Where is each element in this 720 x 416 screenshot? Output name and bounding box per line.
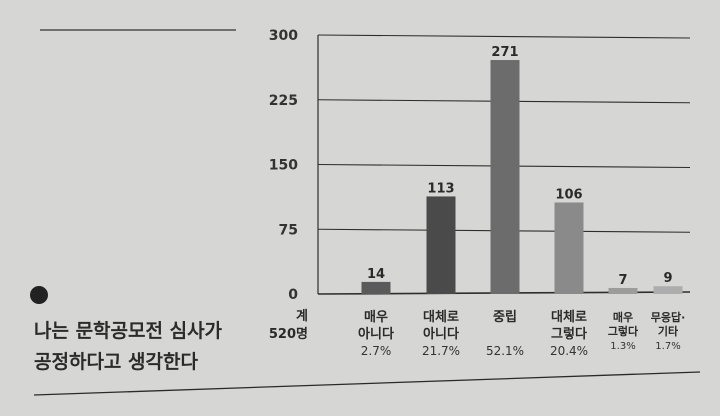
chart-title-line-1: 나는 문학공모전 심사가 (34, 320, 223, 342)
category-label: 아니다 (358, 326, 394, 342)
bar-value-label: 271 (491, 45, 518, 60)
bar-3 (490, 60, 520, 294)
bar-1 (361, 281, 391, 294)
total-label-text: 계 (296, 309, 308, 324)
category-label: 그렇다 (608, 324, 639, 338)
category-label: 기타 (658, 324, 679, 338)
percent-label: 1.3% (610, 341, 635, 352)
total-label: 계 520명 (246, 308, 308, 344)
percent-label: 21.7% (422, 344, 460, 358)
percent-label: 1.7% (655, 341, 680, 352)
y-tick-label: 150 (269, 158, 298, 174)
bar-value-label: 14 (367, 267, 385, 282)
chart-title: 나는 문학공모전 심사가 공정하다고 생각한다 (34, 316, 222, 378)
bar-2 (426, 196, 456, 294)
chart-title-line-2: 공정하다고 생각한다 (34, 351, 198, 373)
category-label: 무응답· (651, 310, 686, 324)
bar-4 (554, 202, 584, 294)
percent-label: 2.7% (361, 344, 392, 358)
category-label: 대체로 (423, 310, 459, 325)
bar-5 (608, 287, 638, 294)
category-label: 매우 (364, 310, 388, 325)
y-tick-label: 300 (269, 28, 298, 44)
y-tick-label: 225 (269, 93, 298, 109)
bottom-rule (33, 371, 701, 396)
bar-value-label: 9 (663, 271, 672, 286)
category-label: 중립 (493, 310, 517, 325)
bullet-dot (30, 286, 48, 304)
category-label: 그렇다 (551, 326, 587, 342)
percent-label: 52.1% (486, 344, 524, 358)
bar-6 (653, 286, 683, 294)
bar-value-label: 7 (618, 273, 627, 288)
category-label: 아니다 (423, 326, 459, 342)
percent-label: 20.4% (550, 344, 588, 358)
category-label: 대체로 (551, 310, 587, 325)
bar-value-label: 106 (555, 187, 582, 202)
category-label: 매우 (613, 310, 633, 324)
gridline (317, 34, 691, 39)
y-tick-label: 75 (279, 222, 298, 238)
bar-value-label: 113 (427, 181, 454, 196)
y-tick-label: 0 (288, 287, 298, 303)
total-value-text: 520명 (268, 327, 308, 342)
